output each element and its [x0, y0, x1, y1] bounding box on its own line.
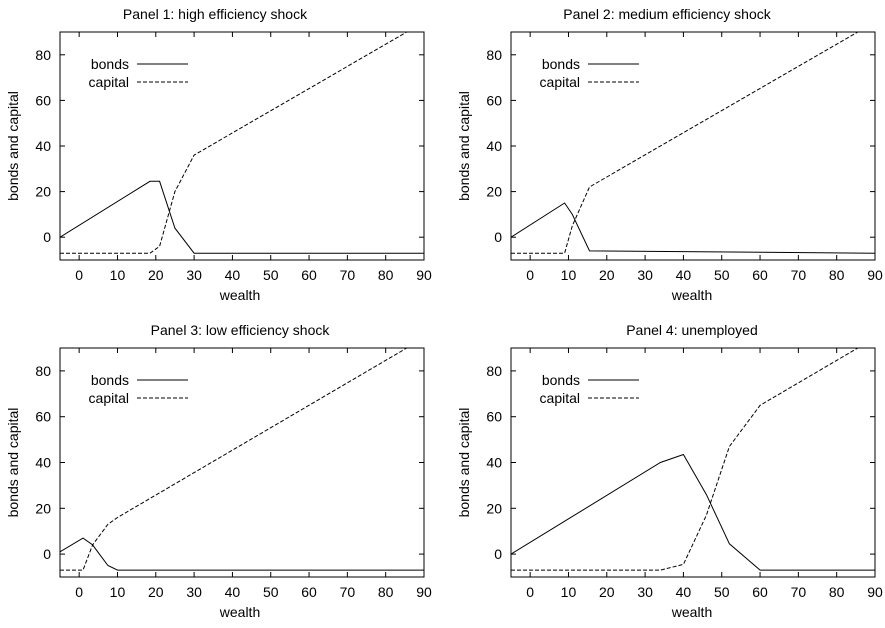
x-tick-label: 10 [110, 267, 126, 283]
x-tick-label: 30 [637, 584, 653, 600]
legend-label-capital: capital [540, 390, 580, 406]
x-tick-label: 20 [599, 267, 615, 283]
x-tick-label: 0 [526, 267, 534, 283]
x-tick-label: 90 [416, 267, 432, 283]
series-line-capital [60, 348, 408, 571]
y-tick-label: 0 [494, 546, 502, 562]
y-tick-label: 0 [43, 229, 51, 245]
legend-label-capital: capital [540, 74, 580, 90]
y-tick-label: 20 [35, 184, 51, 200]
x-tick-label: 60 [301, 584, 317, 600]
y-tick-label: 40 [35, 455, 51, 471]
x-tick-label: 40 [225, 584, 241, 600]
y-tick-label: 80 [486, 363, 502, 379]
x-tick-label: 70 [340, 584, 356, 600]
y-tick-label: 80 [486, 47, 502, 63]
x-tick-label: 90 [416, 584, 432, 600]
y-tick-label: 0 [43, 546, 51, 562]
y-tick-label: 0 [494, 229, 502, 245]
y-tick-label: 20 [35, 500, 51, 516]
x-tick-label: 10 [561, 267, 577, 283]
y-axis-label: bonds and capital [5, 91, 21, 201]
x-tick-label: 60 [301, 267, 317, 283]
y-tick-label: 20 [486, 184, 502, 200]
x-tick-label: 20 [599, 584, 615, 600]
legend-label-bonds: bonds [542, 372, 580, 388]
x-tick-label: 50 [714, 584, 730, 600]
x-tick-label: 40 [676, 267, 692, 283]
x-tick-label: 30 [186, 267, 202, 283]
chart-panel-4: 0 10 20 30 40 50 60 70 80 90 0 20 40 60 80 Panel 4: une… [456, 322, 883, 620]
y-tick-label: 40 [486, 455, 502, 471]
x-tick-label: 0 [75, 584, 83, 600]
y-axis-label: bonds and capital [456, 408, 472, 518]
x-tick-label: 70 [791, 267, 807, 283]
x-tick-label: 50 [714, 267, 730, 283]
y-tick-label: 20 [486, 500, 502, 516]
series-line-bonds [60, 537, 424, 571]
y-tick-label: 60 [486, 409, 502, 425]
legend-label-bonds: bonds [91, 56, 129, 72]
legend-label-bonds: bonds [542, 56, 580, 72]
panel-title: Panel 2: medium efficiency shock [563, 6, 772, 22]
y-tick-label: 60 [35, 92, 51, 108]
chart-panel-3: 0 10 20 30 40 50 60 70 80 90 0 20 40 60 80 Panel 3: low… [5, 322, 432, 620]
series-line-capital [511, 348, 859, 571]
x-tick-label: 90 [867, 267, 883, 283]
y-tick-label: 40 [35, 138, 51, 154]
x-tick-label: 60 [752, 584, 768, 600]
x-tick-label: 20 [148, 267, 164, 283]
series-line-bonds [511, 202, 875, 254]
x-tick-label: 80 [829, 267, 845, 283]
x-tick-label: 50 [263, 267, 279, 283]
x-axis-label: wealth [671, 604, 712, 620]
panel-title: Panel 1: high efficiency shock [123, 6, 308, 22]
x-tick-label: 90 [867, 584, 883, 600]
panel-title: Panel 4: unemployed [626, 322, 758, 338]
y-tick-label: 40 [486, 138, 502, 154]
x-tick-label: 70 [791, 584, 807, 600]
x-tick-label: 30 [637, 267, 653, 283]
y-tick-label: 80 [35, 363, 51, 379]
chart-panel-2: 0 10 20 30 40 50 60 70 80 90 0 20 40 60 80 Panel 2: med… [456, 6, 883, 303]
y-axis-label: bonds and capital [5, 408, 21, 518]
y-axis-label: bonds and capital [456, 91, 472, 201]
x-tick-label: 70 [340, 267, 356, 283]
y-tick-label: 60 [486, 92, 502, 108]
series-line-capital [60, 32, 408, 254]
series-line-bonds [511, 453, 875, 571]
x-tick-label: 80 [829, 584, 845, 600]
series-line-bonds [60, 180, 424, 254]
y-tick-label: 80 [35, 47, 51, 63]
x-tick-label: 0 [75, 267, 83, 283]
x-tick-label: 20 [148, 584, 164, 600]
x-tick-label: 60 [752, 267, 768, 283]
chart-panel-1: 0 10 20 30 40 50 60 70 80 90 0 20 40 60 80 Panel 1: hig… [5, 6, 432, 303]
legend-label-bonds: bonds [91, 372, 129, 388]
x-axis-label: wealth [671, 287, 712, 303]
x-tick-label: 40 [676, 584, 692, 600]
legend-label-capital: capital [89, 74, 129, 90]
x-tick-label: 10 [110, 584, 126, 600]
x-tick-label: 80 [378, 584, 394, 600]
x-tick-label: 50 [263, 584, 279, 600]
x-axis-label: wealth [219, 604, 260, 620]
y-tick-label: 60 [35, 409, 51, 425]
x-tick-label: 80 [378, 267, 394, 283]
legend-label-capital: capital [89, 390, 129, 406]
x-tick-label: 10 [561, 584, 577, 600]
x-tick-label: 30 [186, 584, 202, 600]
x-axis-label: wealth [219, 287, 260, 303]
x-tick-label: 40 [225, 267, 241, 283]
panel-title: Panel 3: low efficiency shock [151, 322, 331, 338]
x-tick-label: 0 [526, 584, 534, 600]
